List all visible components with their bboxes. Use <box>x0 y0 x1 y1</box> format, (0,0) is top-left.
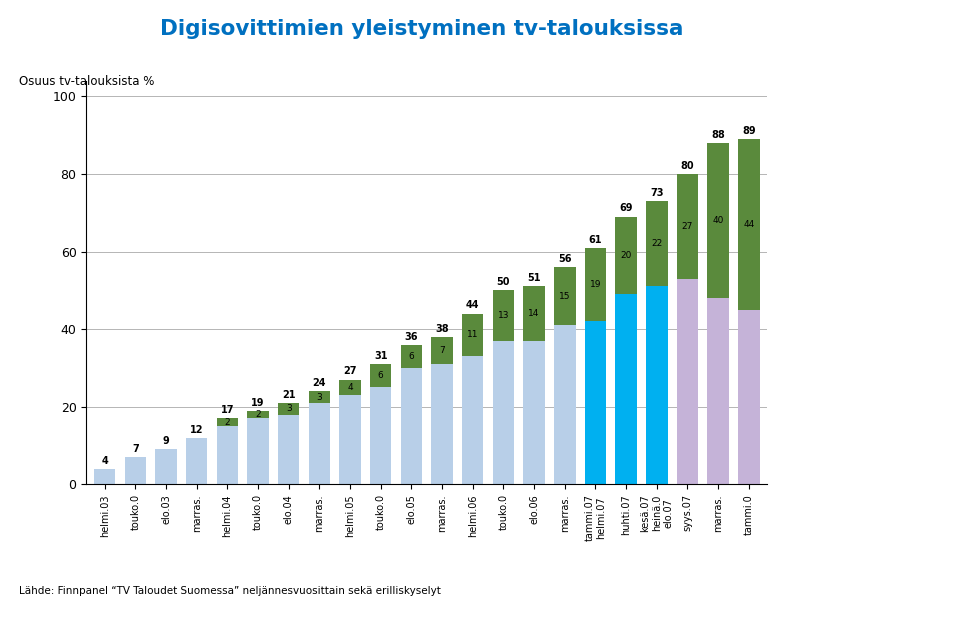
Text: Lähde: Finnpanel “TV Taloudet Suomessa” neljännesvuosittain sekä erilliskyselyt: Lähde: Finnpanel “TV Taloudet Suomessa” … <box>19 586 441 596</box>
Text: 15: 15 <box>559 292 571 301</box>
Bar <box>493 341 514 484</box>
Bar <box>677 174 698 279</box>
Text: 4: 4 <box>102 456 108 466</box>
Bar <box>247 419 269 484</box>
Text: 38: 38 <box>435 324 449 334</box>
Bar <box>401 345 422 368</box>
Bar <box>738 310 760 484</box>
Text: 7: 7 <box>132 444 139 454</box>
Bar <box>155 450 176 484</box>
Text: 2: 2 <box>255 410 261 419</box>
Text: 44: 44 <box>466 301 480 310</box>
Bar <box>432 364 453 484</box>
Text: 88: 88 <box>712 130 725 140</box>
Bar <box>554 267 575 325</box>
Text: 11: 11 <box>467 330 479 340</box>
Bar <box>462 314 483 356</box>
Text: 27: 27 <box>682 222 693 231</box>
Bar <box>309 403 330 484</box>
Bar <box>247 410 269 419</box>
Bar <box>432 337 453 364</box>
Bar <box>94 469 115 484</box>
Text: 61: 61 <box>589 235 602 245</box>
Text: 80: 80 <box>681 161 694 171</box>
Bar <box>462 356 483 484</box>
Text: 69: 69 <box>620 204 633 214</box>
Text: 17: 17 <box>221 406 234 415</box>
Text: 40: 40 <box>713 216 724 225</box>
Text: 22: 22 <box>651 239 663 248</box>
Text: 20: 20 <box>620 251 632 260</box>
Text: 6: 6 <box>378 371 384 380</box>
Bar <box>278 403 299 415</box>
Bar <box>738 139 760 310</box>
Bar <box>616 217 637 294</box>
Text: 89: 89 <box>742 126 756 136</box>
Text: 13: 13 <box>498 311 509 320</box>
Bar <box>585 248 606 321</box>
Text: 3: 3 <box>286 404 292 413</box>
Text: 12: 12 <box>190 425 203 435</box>
Bar <box>217 426 238 484</box>
Text: 9: 9 <box>163 437 170 446</box>
Text: 73: 73 <box>650 188 664 198</box>
Text: 31: 31 <box>374 351 387 361</box>
Text: 27: 27 <box>343 366 357 376</box>
Text: 4: 4 <box>347 383 353 392</box>
Bar <box>524 341 545 484</box>
Text: 56: 56 <box>558 254 572 264</box>
Text: 44: 44 <box>743 220 755 229</box>
Text: 50: 50 <box>497 277 510 287</box>
Bar <box>278 415 299 484</box>
Bar <box>493 290 514 341</box>
Bar <box>339 379 361 395</box>
Text: 19: 19 <box>590 280 601 289</box>
Text: 21: 21 <box>282 390 295 400</box>
Bar <box>370 388 391 484</box>
Text: Osuus tv-talouksista %: Osuus tv-talouksista % <box>19 75 154 88</box>
Bar <box>585 321 606 484</box>
Text: 6: 6 <box>409 352 414 361</box>
Bar <box>616 294 637 484</box>
Bar <box>554 325 575 484</box>
Bar <box>646 201 667 286</box>
Bar <box>217 419 238 426</box>
Bar <box>524 286 545 341</box>
Text: 7: 7 <box>439 346 445 355</box>
Text: 2: 2 <box>224 418 230 427</box>
Text: 51: 51 <box>527 273 541 283</box>
Text: 36: 36 <box>405 332 418 342</box>
Bar <box>125 457 146 484</box>
Bar <box>309 391 330 403</box>
Bar <box>370 364 391 388</box>
Bar <box>708 143 729 298</box>
Text: 24: 24 <box>313 378 326 388</box>
Bar <box>186 438 207 484</box>
Bar <box>646 286 667 484</box>
Text: 14: 14 <box>528 309 540 318</box>
Bar <box>339 395 361 484</box>
Bar <box>708 298 729 484</box>
Bar <box>677 279 698 484</box>
Text: Digisovittimien yleistyminen tv-talouksissa: Digisovittimien yleistyminen tv-talouksi… <box>160 19 684 39</box>
Text: 3: 3 <box>316 392 322 402</box>
Bar <box>401 368 422 484</box>
Text: 19: 19 <box>251 397 265 407</box>
